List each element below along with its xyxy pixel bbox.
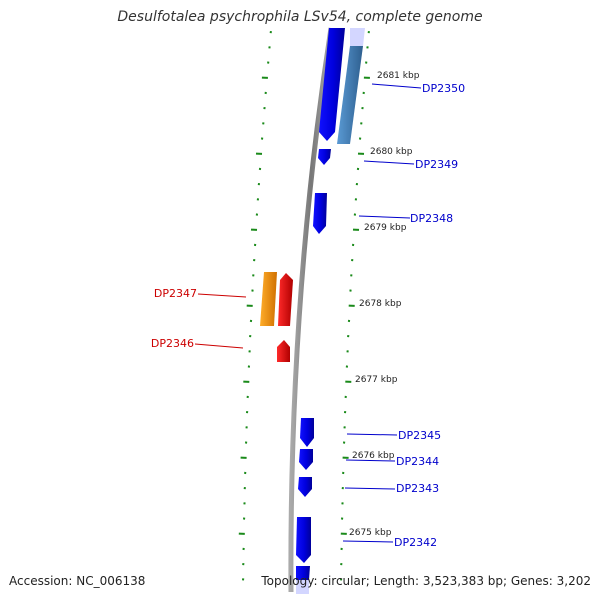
gene-block-dp2348[interactable] (313, 193, 327, 234)
scale-ticks-outer (339, 31, 370, 581)
summary-text: Topology: circular; Length: 3,523,383 bp… (261, 574, 591, 588)
feature-block-dp2347-other[interactable] (260, 272, 277, 326)
gene-label-dp2345[interactable]: DP2345 (398, 429, 441, 442)
gene-block-dp2350[interactable] (319, 28, 345, 141)
label-leaders (194, 83, 422, 543)
feature-blocks (296, 28, 365, 594)
leader-dp2348 (358, 215, 411, 219)
gene-label-dp2346[interactable]: DP2346 (151, 337, 194, 350)
scale-label: 2679 kbp (364, 223, 407, 233)
gene-block-dp2346[interactable] (277, 340, 290, 362)
gene-block-dp2345[interactable] (300, 418, 314, 447)
feature-block-bottom (296, 566, 310, 580)
reverse-feature-blocks (260, 272, 293, 362)
gene-label-dp2343[interactable]: DP2343 (396, 482, 439, 495)
scale-labels: 2681 kbp 2680 kbp 2679 kbp 2678 kbp 2677… (349, 71, 420, 538)
feature-block-dp2350-other[interactable] (337, 46, 363, 144)
gene-label-dp2347[interactable]: DP2347 (154, 287, 197, 300)
leader-dp2349 (363, 160, 415, 165)
gene-block-dp2343[interactable] (298, 477, 312, 497)
scale-label: 2681 kbp (377, 71, 420, 81)
accession-text: Accession: NC_006138 (9, 574, 146, 588)
leader-dp2344 (345, 459, 396, 462)
gene-label-dp2349[interactable]: DP2349 (415, 158, 458, 171)
leader-dp2347 (197, 293, 247, 298)
gene-label-dp2342[interactable]: DP2342 (394, 536, 437, 549)
leader-dp2343 (344, 487, 396, 490)
scale-ticks-inner (238, 31, 272, 581)
leader-dp2345 (346, 433, 398, 436)
feature-block-bottom-cap (296, 580, 309, 594)
gene-label-dp2344[interactable]: DP2344 (396, 455, 439, 468)
feature-block-cap (350, 28, 365, 46)
leader-dp2350 (371, 83, 422, 89)
gene-block-dp2342[interactable] (296, 517, 311, 563)
gene-labels: DP2350 DP2349 DP2348 DP2347 DP2346 DP234… (151, 82, 465, 549)
leader-dp2342 (342, 540, 394, 543)
gene-label-dp2348[interactable]: DP2348 (410, 212, 453, 225)
genome-backbone (288, 27, 334, 593)
map-title: Desulfotalea psychrophila LSv54, complet… (117, 9, 483, 25)
leader-dp2346 (194, 343, 244, 349)
gene-block-dp2349[interactable] (318, 149, 331, 165)
gene-block-dp2347[interactable] (278, 273, 293, 326)
gene-block-dp2344[interactable] (299, 449, 313, 470)
scale-label: 2677 kbp (355, 375, 398, 385)
scale-label: 2676 kbp (352, 451, 395, 461)
gene-label-dp2350[interactable]: DP2350 (422, 82, 465, 95)
scale-label: 2675 kbp (349, 528, 392, 538)
scale-label: 2680 kbp (370, 147, 413, 157)
scale-label: 2678 kbp (359, 299, 402, 309)
